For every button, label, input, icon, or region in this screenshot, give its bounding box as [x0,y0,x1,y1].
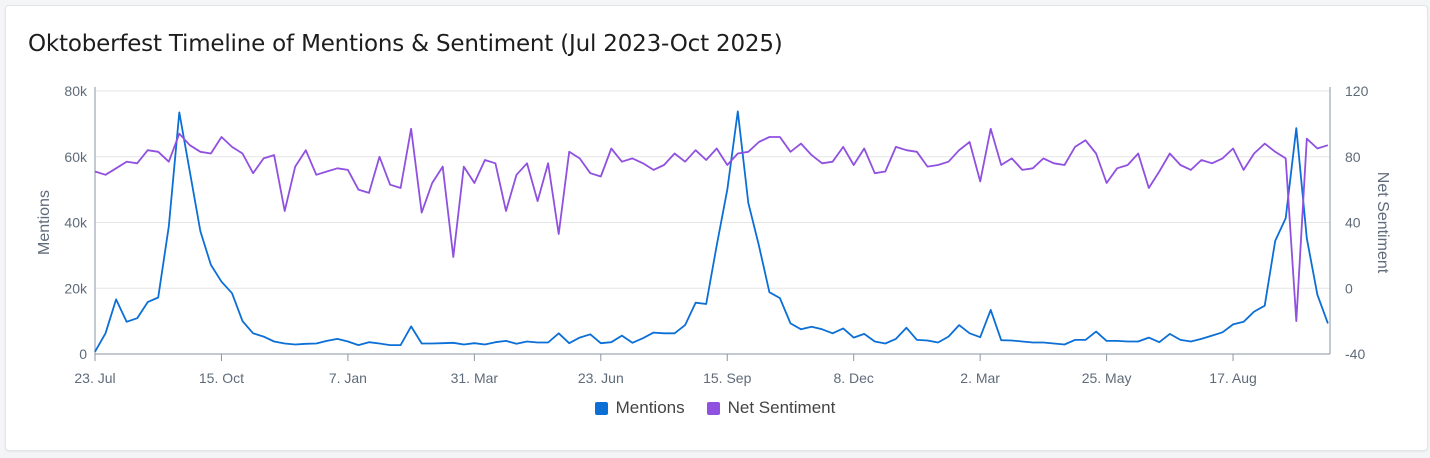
legend-item-net-sentiment[interactable]: Net Sentiment [706,398,836,418]
mentions-swatch-icon [594,401,608,415]
chart-title: Oktoberfest Timeline of Mentions & Senti… [28,31,783,57]
legend-label-net-sentiment: Net Sentiment [727,398,836,417]
x-tick-label: 23. Jul [74,370,115,386]
net-sentiment-line [94,127,1329,323]
y-left-tick-label: 80k [64,83,88,99]
legend-label-mentions: Mentions [615,398,685,417]
sentiment-swatch-icon [706,401,720,415]
y-left-tick-label: 60k [64,149,88,165]
y-left-tick-label: 0 [79,346,87,362]
y-right-tick-label: 120 [1345,83,1369,99]
y-left-axis-title: Mentions [36,190,53,255]
y-left-tick-label: 40k [64,215,88,231]
chart-card: Oktoberfest Timeline of Mentions & Senti… [5,5,1428,451]
x-tick-label: 31. Mar [451,370,499,386]
x-tick-label: 15. Oct [199,370,244,386]
y-right-axis-title: Net Sentiment [1374,172,1391,274]
x-tick-label: 7. Jan [329,370,367,386]
y-right-tick-label: 40 [1345,215,1361,231]
y-right-tick-label: 0 [1345,280,1353,296]
y-right-tick-label: -40 [1345,346,1365,362]
y-left-tick-label: 20k [64,280,88,296]
legend: Mentions Net Sentiment [0,398,1430,418]
x-tick-label: 25. May [1082,370,1132,386]
x-tick-label: 23. Jun [578,370,624,386]
y-right-tick-label: 80 [1345,149,1361,165]
x-tick-label: 8. Dec [833,370,873,386]
legend-item-mentions[interactable]: Mentions [594,398,685,418]
mentions-line [94,110,1329,353]
x-tick-label: 15. Sep [703,370,751,386]
x-tick-label: 2. Mar [960,370,1000,386]
x-tick-label: 17. Aug [1209,370,1257,386]
